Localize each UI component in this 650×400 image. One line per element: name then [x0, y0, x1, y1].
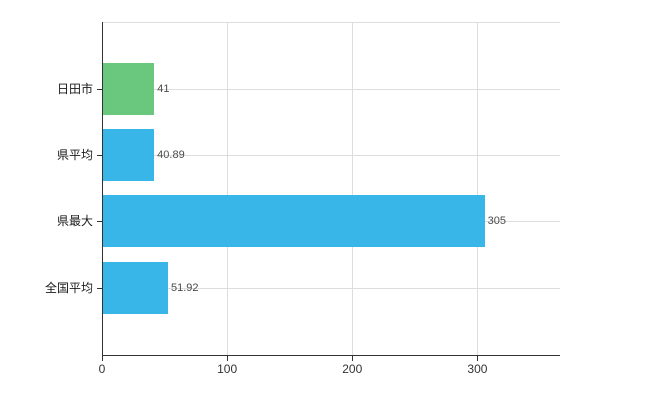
bar-value-label: 41 [157, 83, 170, 95]
bar-value-label: 51.92 [170, 281, 199, 294]
bar [103, 195, 485, 248]
y-axis-line [102, 22, 103, 356]
vertical-gridline [352, 22, 354, 355]
y-axis-tick [97, 155, 102, 157]
bar [103, 63, 155, 115]
bar [103, 129, 155, 182]
x-axis-tick-label: 300 [467, 362, 488, 376]
y-axis-label: 全国平均 [44, 280, 93, 295]
y-axis-tick [97, 221, 102, 223]
x-axis-tick [227, 356, 229, 361]
x-axis-tick [102, 356, 103, 361]
y-axis-tick [97, 287, 102, 289]
horizontal-gridline [102, 89, 560, 90]
bar-value-label: 40.89 [157, 149, 185, 162]
plot-area: 41 40.89 305 51.92 [97, 22, 560, 361]
horizontal-gridline [102, 287, 560, 289]
bar-value-label: 305 [487, 215, 507, 228]
x-axis-tick-label: 100 [217, 362, 238, 376]
vertical-gridline [227, 22, 229, 355]
x-axis-tick [477, 356, 479, 361]
y-axis-label: 県最大 [56, 214, 93, 229]
y-axis-tick [97, 89, 102, 90]
y-axis-label: 県平均 [56, 148, 93, 163]
x-axis-tick-label: 200 [342, 362, 363, 376]
x-axis-tick [352, 356, 354, 361]
plot-top-border [102, 22, 560, 23]
y-axis-label: 日田市 [56, 82, 93, 96]
bar [103, 261, 168, 314]
x-axis-line [102, 355, 560, 356]
horizontal-gridline [102, 155, 560, 157]
vertical-gridline [477, 22, 479, 355]
x-axis-tick-label: 0 [98, 362, 106, 376]
